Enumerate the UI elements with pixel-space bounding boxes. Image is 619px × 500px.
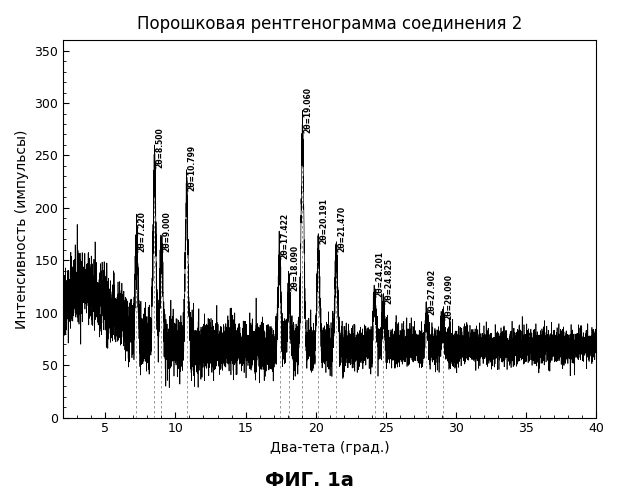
Text: 2θ=10.799: 2θ=10.799 bbox=[188, 145, 197, 191]
Title: Порошковая рентгенограмма соединения 2: Порошковая рентгенограмма соединения 2 bbox=[137, 15, 522, 33]
Y-axis label: Интенсивность (импульсы): Интенсивность (импульсы) bbox=[15, 129, 29, 328]
Text: 2θ=17.422: 2θ=17.422 bbox=[280, 213, 290, 260]
Text: 2θ=21.470: 2θ=21.470 bbox=[337, 206, 347, 252]
Text: ФИГ. 1а: ФИГ. 1а bbox=[265, 471, 354, 490]
Text: 2θ=9.000: 2θ=9.000 bbox=[163, 211, 171, 252]
Text: 2θ=19.060: 2θ=19.060 bbox=[303, 88, 313, 134]
Text: 2θ=20.191: 2θ=20.191 bbox=[319, 198, 329, 244]
Text: 2θ=27.902: 2θ=27.902 bbox=[428, 268, 436, 315]
Text: 2θ=24.825: 2θ=24.825 bbox=[384, 258, 394, 304]
Text: 2θ=18.090: 2θ=18.090 bbox=[290, 244, 299, 290]
Text: 2θ=7.220: 2θ=7.220 bbox=[137, 211, 147, 252]
Text: 2θ=8.500: 2θ=8.500 bbox=[155, 128, 165, 168]
X-axis label: Два-тета (град.): Два-тета (град.) bbox=[270, 441, 389, 455]
Text: 2θ=29.090: 2θ=29.090 bbox=[444, 274, 453, 320]
Text: 2θ=24.201: 2θ=24.201 bbox=[376, 251, 384, 297]
